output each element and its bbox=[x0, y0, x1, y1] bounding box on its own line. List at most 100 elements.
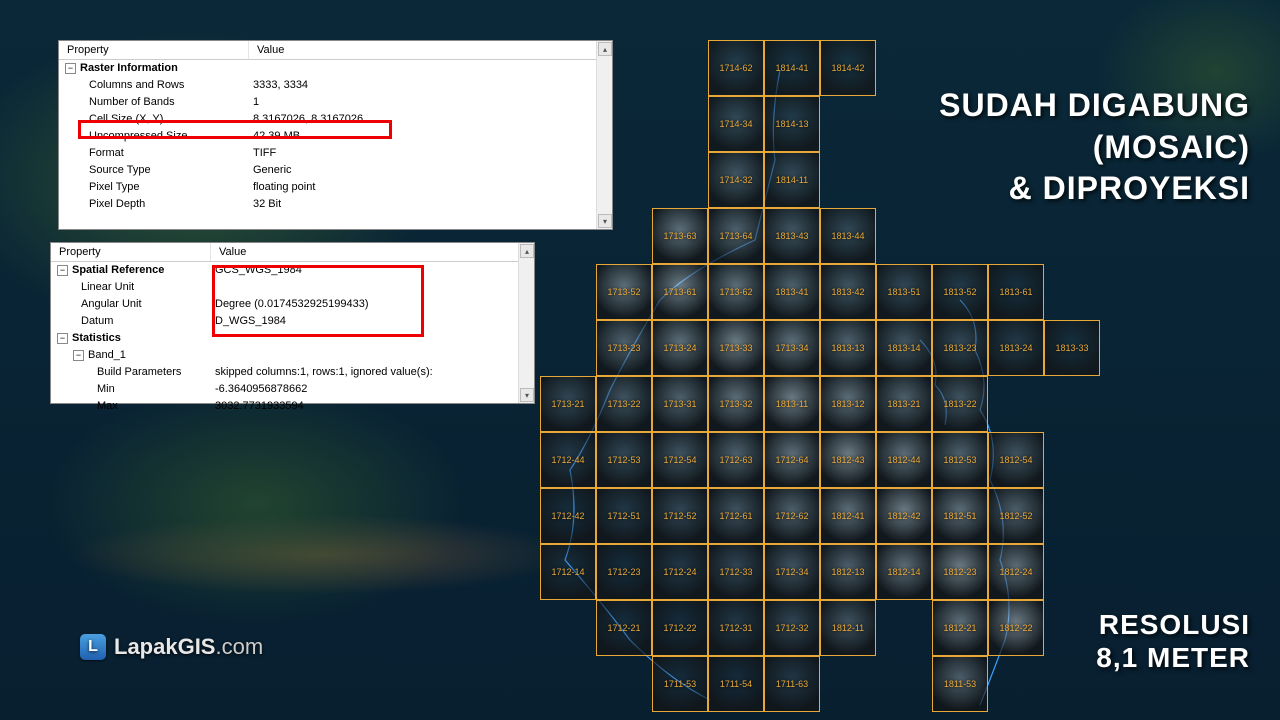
scroll-up-icon[interactable]: ▴ bbox=[598, 42, 612, 56]
mosaic-tile: 1713-22 bbox=[596, 376, 652, 432]
mosaic-tile: 1712-22 bbox=[652, 600, 708, 656]
mosaic-tile: 1713-62 bbox=[708, 264, 764, 320]
mosaic-tile: 1813-22 bbox=[932, 376, 988, 432]
mosaic-tile: 1712-42 bbox=[540, 488, 596, 544]
property-label: Linear Unit bbox=[81, 281, 134, 293]
property-row: Build Parametersskipped columns:1, rows:… bbox=[51, 364, 534, 381]
panel-header: Property Value bbox=[51, 243, 534, 262]
mosaic-tile: 1713-23 bbox=[596, 320, 652, 376]
property-row: Uncompressed Size42.39 MB bbox=[59, 128, 612, 145]
mosaic-tile: 1713-61 bbox=[652, 264, 708, 320]
property-row: Columns and Rows3333, 3334 bbox=[59, 77, 612, 94]
mosaic-tile: 1813-52 bbox=[932, 264, 988, 320]
header-property: Property bbox=[51, 243, 211, 261]
mosaic-tile: 1813-12 bbox=[820, 376, 876, 432]
property-row: Source TypeGeneric bbox=[59, 162, 612, 179]
mosaic-tile: 1714-62 bbox=[708, 40, 764, 96]
mosaic-tile: 1712-21 bbox=[596, 600, 652, 656]
mosaic-tile: 1812-51 bbox=[932, 488, 988, 544]
property-value: 32 Bit bbox=[249, 197, 612, 212]
property-label: Columns and Rows bbox=[89, 79, 184, 91]
scroll-down-icon[interactable]: ▾ bbox=[598, 214, 612, 228]
section-title: Raster Information bbox=[80, 62, 178, 74]
mosaic-tile: 1712-14 bbox=[540, 544, 596, 600]
expand-icon[interactable]: − bbox=[65, 63, 76, 74]
property-label: Source Type bbox=[89, 164, 151, 176]
mosaic-tile: 1812-21 bbox=[932, 600, 988, 656]
mosaic-tile: 1712-31 bbox=[708, 600, 764, 656]
section-title: Statistics bbox=[72, 332, 121, 344]
mosaic-tile: 1813-11 bbox=[764, 376, 820, 432]
mosaic-tile: 1812-52 bbox=[988, 488, 1044, 544]
property-row: Angular UnitDegree (0.0174532925199433) bbox=[51, 296, 534, 313]
mosaic-tile: 1811-53 bbox=[932, 656, 988, 712]
mosaic-tile: 1813-13 bbox=[820, 320, 876, 376]
mosaic-tile: 1812-13 bbox=[820, 544, 876, 600]
raster-info-panel: Property Value −Raster Information Colum… bbox=[58, 40, 613, 230]
scrollbar[interactable]: ▴ ▾ bbox=[596, 41, 612, 229]
mosaic-tile: 1714-34 bbox=[708, 96, 764, 152]
resolution-overlay: RESOLUSI 8,1 METER bbox=[1096, 608, 1250, 675]
header-value: Value bbox=[211, 243, 254, 261]
brand-logo: L LapakGIS.com bbox=[80, 634, 263, 660]
mosaic-tile: 1712-54 bbox=[652, 432, 708, 488]
expand-icon[interactable]: − bbox=[57, 265, 68, 276]
scrollbar[interactable]: ▴ ▾ bbox=[518, 243, 534, 403]
logo-icon: L bbox=[80, 634, 106, 660]
property-label: Cell Size (X, Y) bbox=[89, 113, 163, 125]
property-value: TIFF bbox=[249, 146, 612, 161]
property-label: Pixel Type bbox=[89, 181, 140, 193]
property-value bbox=[211, 280, 534, 295]
property-row: Number of Bands1 bbox=[59, 94, 612, 111]
scroll-down-icon[interactable]: ▾ bbox=[520, 388, 534, 402]
mosaic-tile: 1712-63 bbox=[708, 432, 764, 488]
mosaic-tile: 1812-41 bbox=[820, 488, 876, 544]
panel-body: −Spatial Reference GCS_WGS_1984 Linear U… bbox=[51, 262, 534, 415]
property-value: 1 bbox=[249, 95, 612, 110]
mosaic-tile: 1713-24 bbox=[652, 320, 708, 376]
mosaic-tile: 1813-14 bbox=[876, 320, 932, 376]
mosaic-tile: 1813-41 bbox=[764, 264, 820, 320]
scroll-up-icon[interactable]: ▴ bbox=[520, 244, 534, 258]
mosaic-tile: 1712-33 bbox=[708, 544, 764, 600]
mosaic-tile: 1813-51 bbox=[876, 264, 932, 320]
header-property: Property bbox=[59, 41, 249, 59]
mosaic-tile: 1712-34 bbox=[764, 544, 820, 600]
mosaic-tile: 1812-14 bbox=[876, 544, 932, 600]
mosaic-tile: 1813-43 bbox=[764, 208, 820, 264]
mosaic-tile: 1712-62 bbox=[764, 488, 820, 544]
mosaic-tile: 1712-61 bbox=[708, 488, 764, 544]
title-line-3: & DIPROYEKSI bbox=[939, 168, 1250, 210]
property-row: Min-6.3640956878662 bbox=[51, 381, 534, 398]
property-row: Linear Unit bbox=[51, 279, 534, 296]
band-label: Band_1 bbox=[88, 349, 126, 361]
mosaic-tile: 1713-33 bbox=[708, 320, 764, 376]
resolution-label: RESOLUSI bbox=[1096, 608, 1250, 642]
spatial-ref-value: GCS_WGS_1984 bbox=[211, 263, 534, 278]
mosaic-tile: 1813-44 bbox=[820, 208, 876, 264]
property-label: Pixel Depth bbox=[89, 198, 145, 210]
expand-icon[interactable]: − bbox=[57, 333, 68, 344]
mosaic-tile: 1814-41 bbox=[764, 40, 820, 96]
property-row: Max 3032.7731933594 bbox=[51, 398, 534, 415]
mosaic-tile: 1713-64 bbox=[708, 208, 764, 264]
header-value: Value bbox=[249, 41, 292, 59]
mosaic-tile: 1812-24 bbox=[988, 544, 1044, 600]
property-value: 42.39 MB bbox=[249, 129, 612, 144]
mosaic-tile: 1713-32 bbox=[708, 376, 764, 432]
mosaic-tile: 1712-52 bbox=[652, 488, 708, 544]
mosaic-tile: 1814-13 bbox=[764, 96, 820, 152]
mosaic-tile: 1712-51 bbox=[596, 488, 652, 544]
mosaic-tile: 1714-32 bbox=[708, 152, 764, 208]
property-value: -6.3640956878662 bbox=[211, 382, 534, 397]
property-label: Max bbox=[97, 400, 118, 412]
property-value: 3032.7731933594 bbox=[211, 399, 534, 414]
section-title: Spatial Reference bbox=[72, 264, 164, 276]
property-row: FormatTIFF bbox=[59, 145, 612, 162]
mosaic-tile: 1713-31 bbox=[652, 376, 708, 432]
mosaic-tile: 1813-24 bbox=[988, 320, 1044, 376]
mosaic-tile: 1712-53 bbox=[596, 432, 652, 488]
expand-icon[interactable]: − bbox=[73, 350, 84, 361]
resolution-value: 8,1 METER bbox=[1096, 641, 1250, 675]
mosaic-tile: 1713-21 bbox=[540, 376, 596, 432]
